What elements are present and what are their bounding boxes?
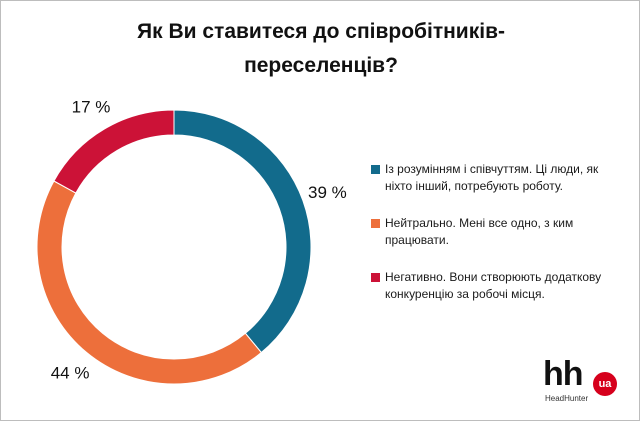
value-label-neutral: 44 %: [51, 364, 90, 383]
logo-badge: ua: [593, 372, 617, 396]
logo-brand: hh: [543, 355, 584, 393]
legend-label-neutral: Нейтрально. Мені все одно, з ким працюва…: [385, 216, 574, 247]
donut-slice-negative: [53, 109, 175, 194]
legend-item-negative: Негативно. Вони створюють додаткову конк…: [371, 269, 611, 303]
legend-label-understanding: Із розумінням і співчуттям. Ці люди, як …: [385, 162, 599, 193]
legend-swatch-neutral: [371, 219, 380, 228]
chart-title: Як Ви ставитеся до співробітників-пересе…: [137, 20, 505, 77]
legend-item-understanding: Із розумінням і співчуттям. Ці люди, як …: [371, 161, 611, 195]
donut-slice-neutral: [36, 180, 263, 385]
legend-label-negative: Негативно. Вони створюють додаткову конк…: [385, 270, 602, 301]
legend-item-neutral: Нейтрально. Мені все одно, з ким працюва…: [371, 215, 611, 249]
value-label-understanding: 39 %: [308, 183, 347, 202]
value-label-negative: 17 %: [72, 98, 111, 117]
headhunter-logo: hh ua HeadHunter: [543, 355, 623, 405]
logo-subtitle: HeadHunter: [545, 394, 589, 403]
legend-swatch-understanding: [371, 165, 380, 174]
legend: Із розумінням і співчуттям. Ці люди, як …: [371, 161, 611, 323]
legend-swatch-negative: [371, 273, 380, 282]
donut-slice-understanding: [173, 109, 312, 354]
